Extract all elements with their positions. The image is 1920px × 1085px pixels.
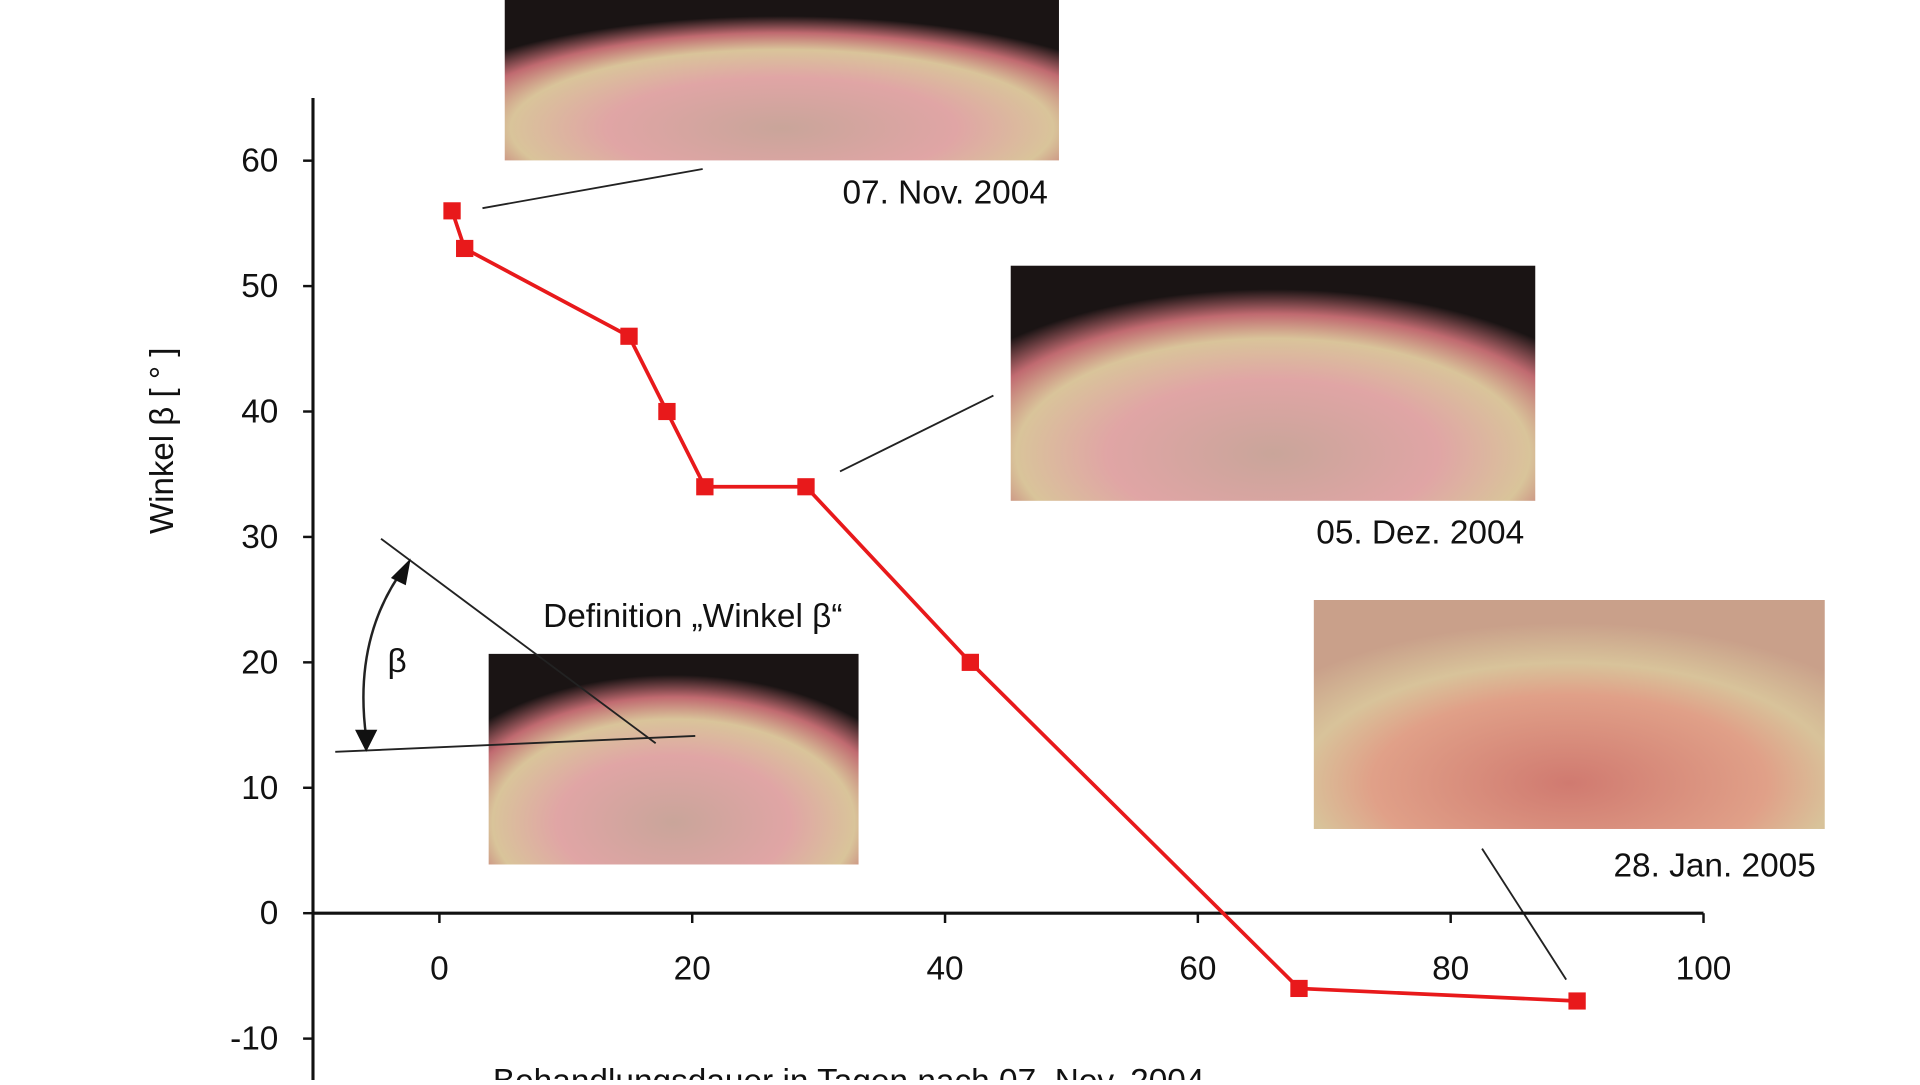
data-point: [1568, 992, 1586, 1010]
photo: [488, 653, 859, 865]
photos: [488, 0, 1825, 865]
data-point: [696, 478, 714, 496]
photo-caption: 07. Nov. 2004: [842, 174, 1047, 211]
photo: [1010, 265, 1536, 501]
photo-caption: 05. Dez. 2004: [1316, 515, 1524, 552]
x-tick-label: 0: [430, 950, 449, 987]
beta-label: β: [388, 643, 407, 680]
x-tick-label: 40: [926, 950, 963, 987]
x-tick-label: 100: [1676, 950, 1732, 987]
y-tick-label: 20: [241, 645, 278, 682]
data-point: [797, 478, 815, 496]
connectors: [335, 168, 1567, 981]
y-tick-label: 40: [241, 394, 278, 431]
x-tick-label: 80: [1432, 950, 1469, 987]
y-tick-label: 30: [241, 519, 278, 556]
photo: [504, 0, 1059, 161]
y-tick-label: 0: [260, 895, 279, 932]
y-tick-label: -10: [230, 1021, 278, 1058]
plot: -10 0 10 20 30 40 50 60 0 20 40 60 80 100: [230, 97, 1732, 1080]
x-tick-label: 20: [674, 950, 711, 987]
y-tick-label: 50: [241, 268, 278, 305]
photo-caption: 28. Jan. 2005: [1613, 848, 1815, 885]
data-point: [961, 653, 979, 671]
angle-arc: [362, 564, 407, 738]
data-point: [443, 202, 461, 220]
data-point: [1290, 979, 1308, 998]
x-tick-label: 60: [1179, 950, 1216, 987]
photo: [1313, 600, 1825, 829]
y-tick-label: 60: [241, 143, 278, 180]
y-tick-label: 10: [241, 770, 278, 807]
angle-line: [335, 735, 696, 753]
data-point: [456, 239, 474, 258]
definition-label: Definition „Winkel β“: [543, 598, 842, 635]
angle-line: [380, 538, 657, 744]
data-point: [620, 327, 638, 345]
angle-arrow: [355, 558, 411, 752]
data-point: [658, 402, 676, 421]
connector: [839, 394, 994, 473]
y-axis-label: Winkel β [ ° ]: [144, 348, 181, 534]
connector: [482, 168, 703, 210]
x-axis-label: Behandlungsdauer in Tagen nach 07. Nov. …: [493, 1063, 1205, 1080]
